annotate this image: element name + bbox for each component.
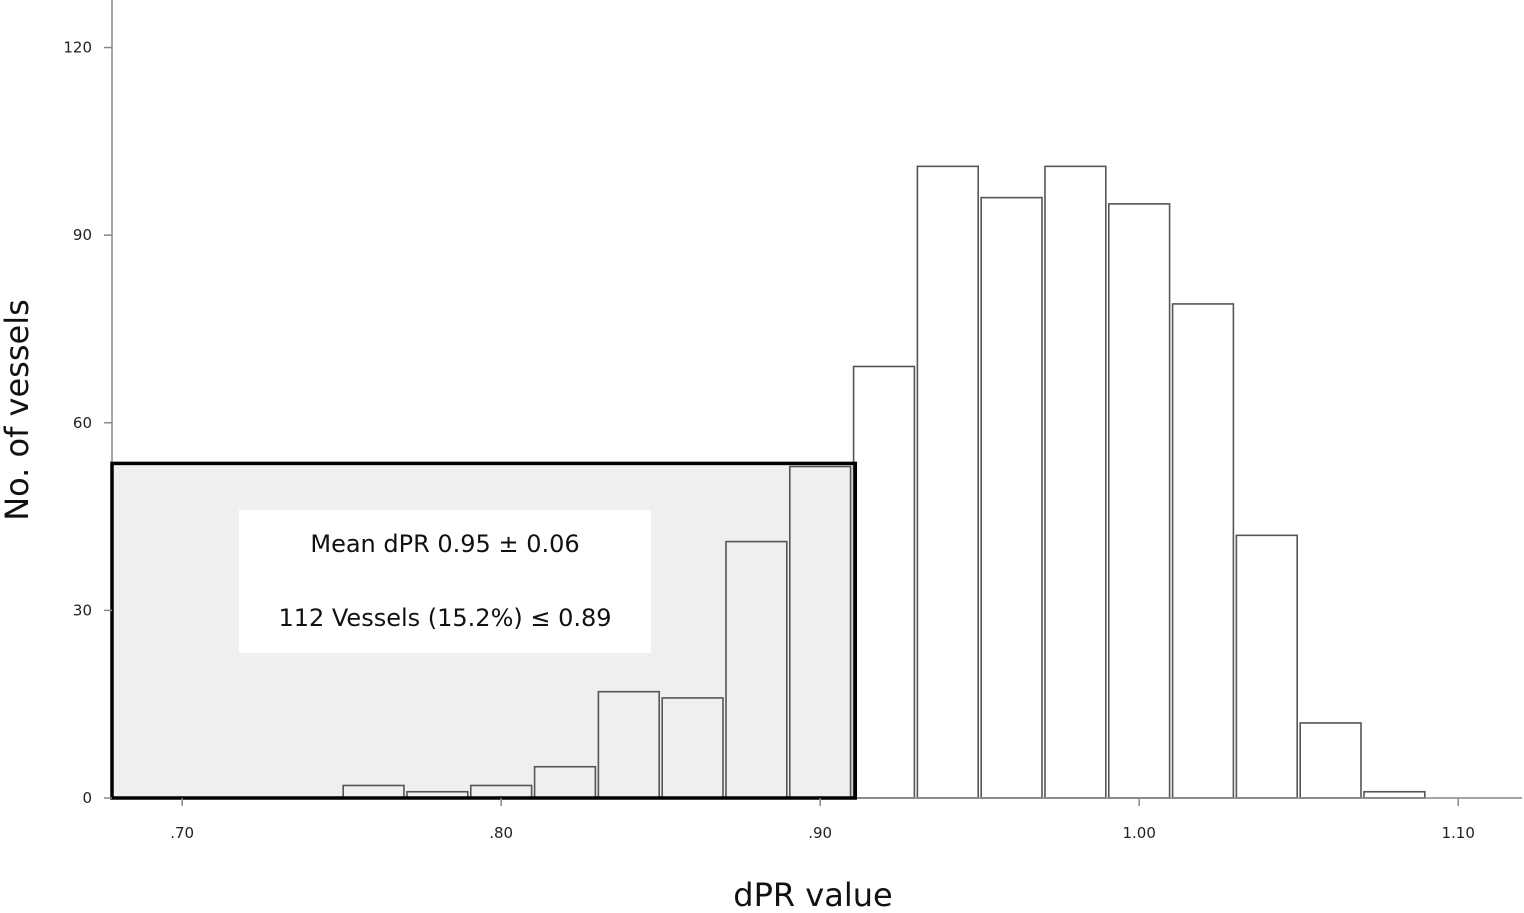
ticks-layer: 0 30 60 90 120 .70 .80 .90 1.00 1.10 [63,39,1475,842]
y-axis-title: No. of vessels [0,299,36,521]
histogram-bar [916,165,979,799]
bars-layer [342,165,1426,799]
y-tick-label: 120 [63,39,92,57]
x-tick-label: .70 [170,824,194,842]
histogram-bar [980,196,1043,799]
x-axis-title: dPR value [733,876,892,908]
x-tick-label: .90 [808,824,832,842]
histogram-bar [852,365,916,799]
x-tick-label: .80 [489,824,513,842]
x-tick-label: 1.00 [1122,824,1155,842]
histogram-bar [1044,165,1107,799]
highlight-border-layer [110,461,858,800]
histogram-bar [1107,203,1171,799]
annotation-box: Mean dPR 0.95 ± 0.06 112 Vessels (15.2%)… [239,510,651,653]
y-tick-label: 0 [82,789,92,807]
y-tick-label: 30 [73,601,92,619]
annotation-vessel-count: 112 Vessels (15.2%) ≤ 0.89 [278,604,611,632]
annotation-mean: Mean dPR 0.95 ± 0.06 [310,530,579,558]
histogram-bar [1363,790,1426,799]
y-tick-label: 90 [73,226,92,244]
histogram-bar [1235,534,1298,799]
histogram-bar [1171,303,1235,799]
annotation-background [239,510,651,653]
highlight-region-border [110,461,858,800]
histogram-bar [1299,722,1362,799]
x-tick-label: 1.10 [1441,824,1474,842]
y-tick-label: 60 [73,414,92,432]
